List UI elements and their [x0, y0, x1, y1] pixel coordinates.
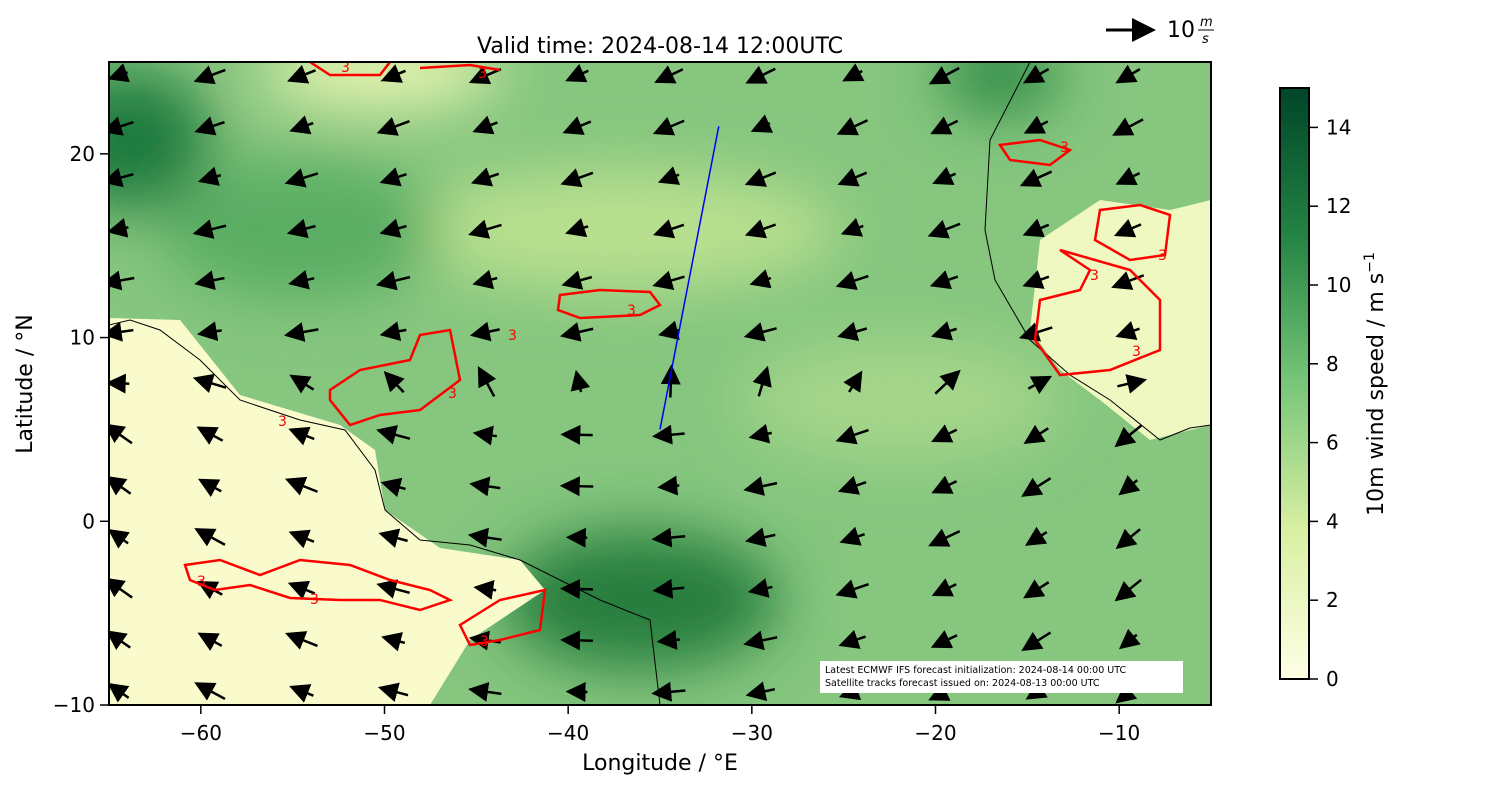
wind-arrow [662, 640, 680, 642]
contour-label: 3 [278, 414, 287, 430]
annotation-box: Latest ECMWF IFS forecast initialization… [820, 661, 1183, 693]
wind-arrow [565, 640, 593, 641]
contour-label: 3 [480, 634, 489, 650]
y-tick-label: 0 [82, 509, 95, 533]
colorbar-tick-label: 2 [1326, 588, 1339, 612]
x-tick-label: −20 [914, 721, 956, 745]
reference-unit: s [1202, 32, 1209, 47]
contour-label: 3 [627, 303, 636, 319]
colorbar-tick-label: 0 [1326, 667, 1339, 691]
reference-unit: m [1200, 15, 1213, 30]
wind-arrow [565, 434, 592, 435]
reference-value: 10 [1167, 18, 1195, 43]
x-tick-label: −10 [1098, 721, 1140, 745]
contour-label: 3 [1132, 344, 1141, 360]
colorbar [1280, 88, 1309, 679]
colorbar-label-exponent: −1 [1362, 252, 1378, 273]
colorbar-label: 10m wind speed / m s−1 [1362, 252, 1389, 516]
wind-arrow [565, 589, 593, 590]
chart-title: Valid time: 2024-08-14 12:00UTC [477, 34, 843, 59]
map-field: 3 3 3 3 3 3 3 3 3 3 3 3 3 [50, 30, 1211, 705]
y-tick-label: 10 [70, 326, 95, 350]
contour-label: 3 [1090, 268, 1099, 284]
colorbar-tick-label: 10 [1326, 273, 1351, 297]
x-axis-label: Longitude / °E [582, 751, 738, 776]
colorbar-tick-label: 8 [1326, 352, 1339, 376]
reference-vector: 10 m s [1106, 15, 1214, 47]
colorbar-tick-label: 14 [1326, 115, 1351, 139]
contour-label: 3 [508, 328, 517, 344]
x-tick-label: −50 [363, 721, 405, 745]
wind-arrow [662, 485, 679, 487]
contour-label: 3 [197, 574, 206, 590]
x-tick-label: −30 [731, 721, 773, 745]
colorbar-tick-label: 4 [1326, 509, 1339, 533]
contour-label: 3 [1060, 140, 1069, 156]
colorbar-tick-label: 12 [1326, 194, 1351, 218]
x-tick-label: −60 [180, 721, 222, 745]
contour-label: 3 [1158, 248, 1167, 264]
annotation: Satellite tracks forecast issued on: 202… [825, 678, 1100, 689]
y-tick-label: 20 [70, 142, 95, 166]
contour-label: 3 [310, 592, 319, 608]
contour-label: 3 [448, 386, 457, 402]
colorbar-label-text: 10m wind speed / m s [1364, 273, 1389, 516]
colorbar-tick-label: 6 [1326, 431, 1339, 455]
wind-arrow [111, 383, 130, 384]
y-tick-label: −10 [53, 693, 95, 717]
x-tick-label: −40 [547, 721, 589, 745]
annotation: Latest ECMWF IFS forecast initialization… [825, 665, 1126, 676]
wind-arrow [565, 486, 594, 487]
y-axis-label: Latitude / °N [13, 314, 38, 453]
contour-label: 3 [478, 66, 487, 82]
